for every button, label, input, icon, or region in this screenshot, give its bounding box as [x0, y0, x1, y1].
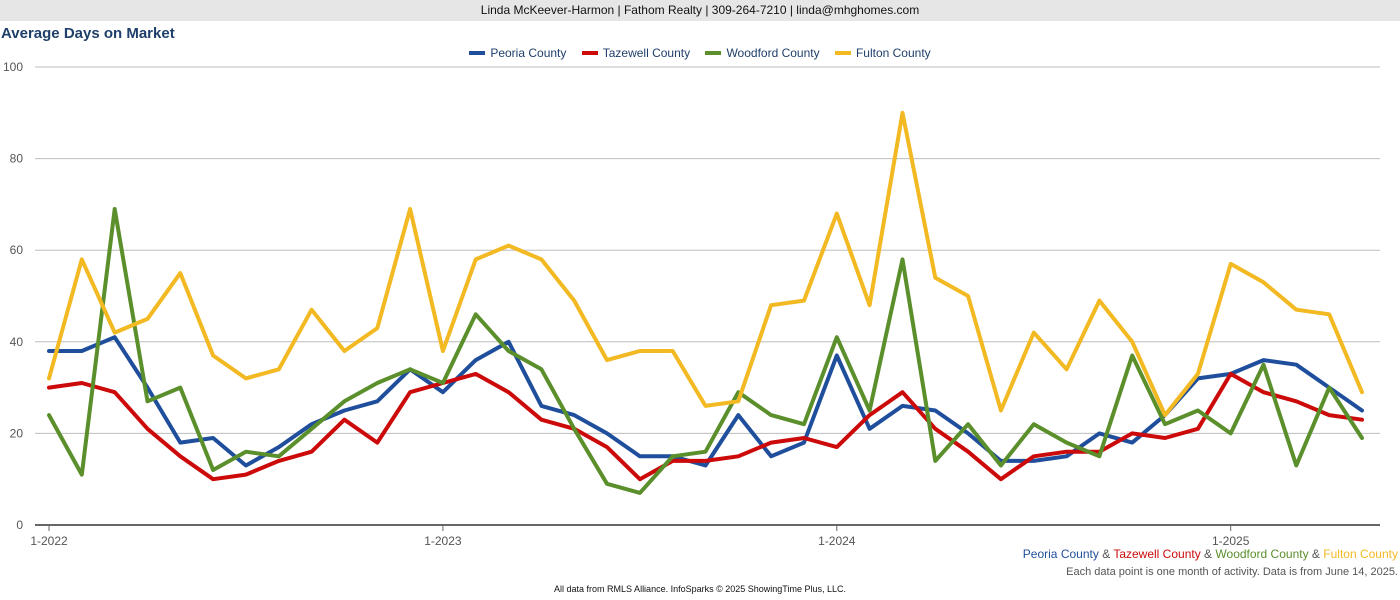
- x-tick-label: 1-2023: [424, 534, 462, 548]
- chart-legend: Peoria County Tazewell County Woodford C…: [0, 46, 1400, 60]
- legend-item-tazewell[interactable]: Tazewell County: [581, 46, 691, 60]
- caption-peoria: Peoria County: [1022, 547, 1099, 561]
- legend-swatch-peoria: [469, 50, 486, 55]
- x-tick-label: 1-2022: [30, 534, 68, 548]
- y-tick-label: 40: [10, 335, 24, 349]
- header-text: Linda McKeever-Harmon | Fathom Realty | …: [480, 3, 920, 17]
- y-tick-label: 60: [10, 243, 24, 257]
- x-tick-label: 1-2025: [1212, 534, 1250, 548]
- x-tick-label: 1-2024: [818, 534, 856, 548]
- legend-swatch-fulton: [834, 50, 851, 55]
- chart-title: Average Days on Market: [1, 25, 175, 42]
- y-tick-label: 20: [10, 426, 24, 440]
- legend-item-woodford[interactable]: Woodford County: [705, 46, 820, 60]
- caption-tazewell: Tazewell County: [1113, 547, 1201, 561]
- y-tick-label: 80: [10, 152, 24, 166]
- legend-swatch-tazewell: [581, 50, 598, 55]
- footer-credit: All data from RMLS Alliance. InfoSparks …: [554, 584, 846, 594]
- legend-label-woodford: Woodford County: [726, 46, 820, 60]
- caption-woodford: Woodford County: [1215, 547, 1309, 561]
- caption-sep: &: [1204, 547, 1213, 561]
- y-tick-label: 0: [16, 518, 23, 532]
- legend-item-peoria[interactable]: Peoria County: [469, 46, 566, 60]
- legend-label-tazewell: Tazewell County: [602, 46, 691, 60]
- series-line-woodford: [47, 207, 1364, 495]
- data-note: Each data point is one month of activity…: [1066, 566, 1398, 578]
- y-tick-label: 100: [3, 60, 23, 74]
- caption-fulton: Fulton County: [1323, 547, 1398, 561]
- caption-sep: &: [1311, 547, 1320, 561]
- header-bar: Linda McKeever-Harmon | Fathom Realty | …: [0, 0, 1400, 21]
- series-line-peoria: [47, 335, 1364, 468]
- legend-item-fulton[interactable]: Fulton County: [834, 46, 931, 60]
- series-line-fulton: [47, 110, 1364, 418]
- legend-label-peoria: Peoria County: [490, 46, 567, 60]
- series-line-tazewell: [47, 371, 1364, 482]
- caption-sep: &: [1102, 547, 1111, 561]
- legend-swatch-woodford: [705, 50, 722, 55]
- series-caption: Peoria County & Tazewell County & Woodfo…: [1023, 547, 1398, 561]
- line-chart: 0 20 40 60 80 100 1-2022 1-2023 1-2024 1-2025: [3, 60, 1380, 548]
- legend-label-fulton: Fulton County: [855, 46, 931, 60]
